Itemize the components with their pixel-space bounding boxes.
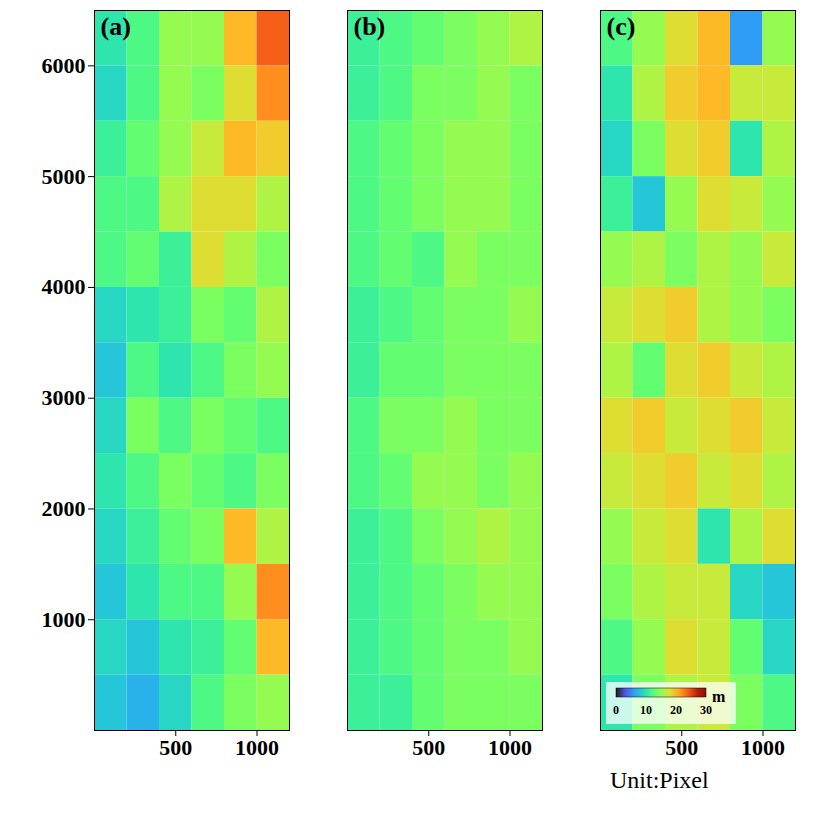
svg-text:500: 500 [159, 735, 192, 760]
svg-text:(a): (a) [101, 12, 131, 41]
svg-text:(c): (c) [607, 12, 636, 41]
svg-text:5000: 5000 [42, 164, 86, 189]
svg-text:30: 30 [700, 703, 712, 717]
svg-text:4000: 4000 [42, 274, 86, 299]
svg-text:1000: 1000 [42, 607, 86, 632]
svg-text:1000: 1000 [488, 735, 532, 760]
svg-text:20: 20 [670, 703, 682, 717]
svg-text:0: 0 [613, 703, 619, 717]
svg-text:10: 10 [640, 703, 652, 717]
svg-text:500: 500 [665, 735, 698, 760]
svg-text:1000: 1000 [741, 735, 785, 760]
svg-text:2000: 2000 [42, 496, 86, 521]
svg-text:3000: 3000 [42, 385, 86, 410]
html-text:Unit:Pixel: Unit:Pixel [610, 767, 709, 793]
svg-text:500: 500 [412, 735, 445, 760]
svg-text:6000: 6000 [42, 53, 86, 78]
svg-text:m: m [712, 688, 726, 705]
svg-text:(b): (b) [354, 12, 386, 41]
svg-text:1000: 1000 [235, 735, 279, 760]
